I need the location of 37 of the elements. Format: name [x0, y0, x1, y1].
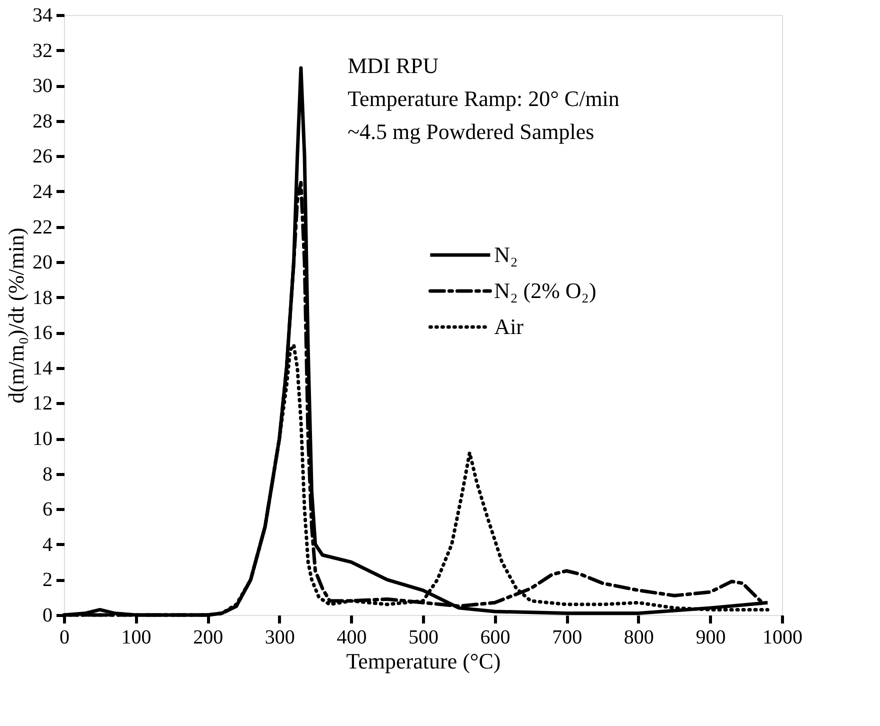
y-tick-label: 16: [32, 322, 52, 344]
annotation: Temperature Ramp: 20° C/min: [348, 86, 620, 111]
y-tick-label: 8: [42, 463, 52, 486]
y-tick-label: 34: [32, 4, 52, 26]
y-tick-label: 32: [32, 40, 52, 62]
y-tick-label: 0: [42, 604, 52, 626]
annotation: MDI RPU: [348, 53, 439, 78]
y-tick-label: 14: [32, 357, 52, 380]
y-tick-label: 4: [42, 534, 52, 556]
y-tick-label: 6: [42, 498, 52, 521]
x-tick-label: 900: [696, 626, 726, 648]
legend-label: N₂: [494, 242, 518, 267]
legend-label: N₂ (2% O₂): [494, 278, 596, 303]
y-tick-label: 26: [32, 146, 52, 168]
x-tick-label: 400: [336, 626, 367, 648]
y-axis-title: d(m/m₀)/dt (%/min): [4, 228, 28, 404]
y-tick-label: 18: [32, 286, 52, 309]
x-tick-label: 1000: [762, 626, 802, 648]
x-tick-label: 600: [480, 626, 510, 648]
x-axis-title: Temperature (°C): [346, 648, 501, 674]
x-tick-label: 0: [60, 626, 70, 648]
y-tick-label: 2: [42, 569, 52, 592]
y-tick-label: 28: [32, 110, 52, 132]
x-tick-label: 700: [552, 626, 582, 648]
y-tick-label: 30: [32, 75, 52, 98]
y-tick-label: 22: [32, 216, 52, 238]
y-tick-label: 20: [32, 252, 52, 274]
x-tick-label: 500: [408, 626, 438, 648]
legend-label: Air: [494, 314, 524, 339]
y-tick-label: 24: [32, 180, 52, 203]
y-tick-label: 12: [32, 392, 52, 415]
x-tick-label: 200: [193, 626, 224, 648]
y-tick-label: 10: [32, 428, 52, 450]
annotation: ~4.5 mg Powdered Samples: [348, 119, 594, 144]
x-tick-label: 300: [264, 626, 295, 648]
x-tick-label: 100: [121, 626, 152, 648]
x-tick-label: 800: [624, 626, 654, 648]
